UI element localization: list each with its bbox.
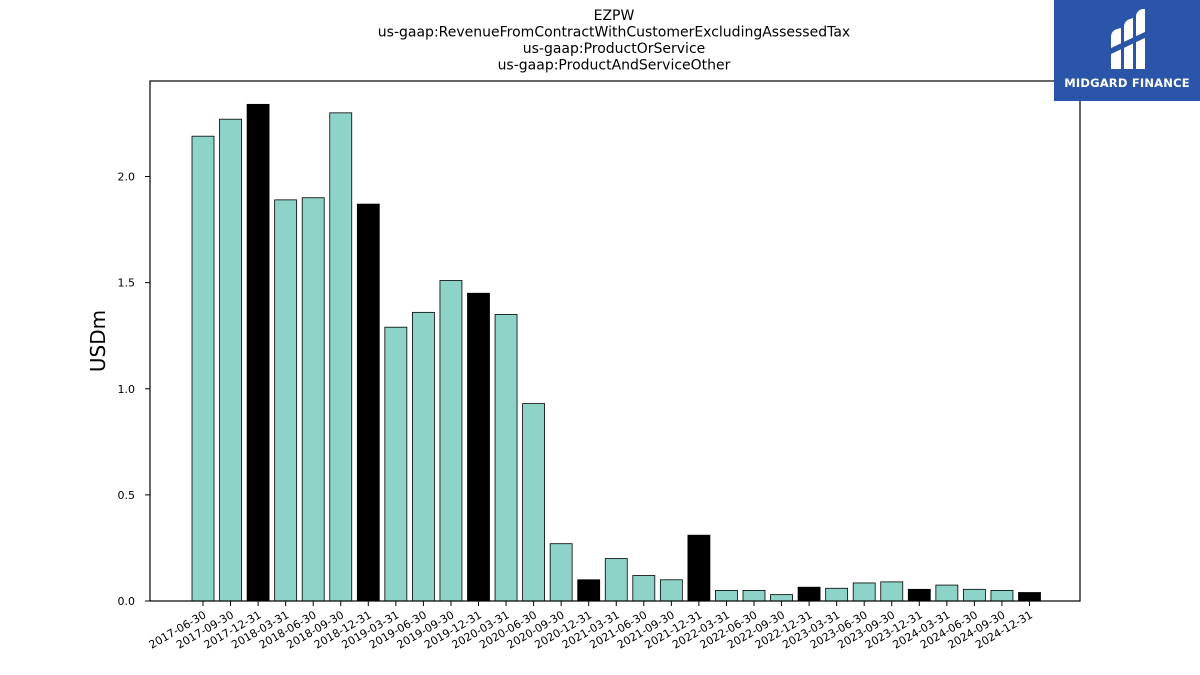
title-line: us-gaap:RevenueFromContractWithCustomerE… [378, 25, 850, 41]
bar [191, 135, 215, 602]
x-axis: 2017-06-302017-09-302017-12-312018-03-31… [147, 601, 1035, 652]
bar [274, 199, 298, 602]
bar [687, 534, 711, 602]
bar [219, 118, 242, 602]
y-tick-label: 0.5 [118, 489, 136, 502]
bar [522, 403, 545, 602]
logo-text: MIDGARD FINANCE [1064, 76, 1190, 90]
y-axis-label: USDm [86, 310, 110, 372]
bar [770, 594, 793, 602]
bar [411, 311, 435, 602]
bar [604, 558, 628, 602]
title-line: us-gaap:ProductAndServiceOther [498, 58, 731, 74]
bar [907, 588, 931, 602]
bar [825, 587, 849, 602]
bar [494, 314, 518, 602]
bar [935, 584, 959, 602]
bar [852, 582, 876, 602]
bar [329, 112, 353, 602]
bar [577, 579, 601, 602]
bar [467, 292, 490, 602]
plot-area-frame [149, 80, 1081, 602]
bar [880, 581, 904, 602]
bar [1018, 592, 1041, 602]
bar [549, 543, 573, 602]
y-axis: 0.0 0.5 1.0 1.5 2.0 [118, 171, 150, 608]
bar [715, 589, 738, 602]
midgard-finance-logo: MIDGARD FINANCE [1054, 0, 1200, 101]
bar [659, 579, 683, 602]
title-line: us-gaap:ProductOrService [523, 41, 706, 57]
bar [990, 589, 1014, 602]
bar [356, 203, 380, 602]
y-tick-label: 1.0 [118, 383, 136, 396]
y-tick-label: 1.5 [118, 277, 136, 290]
bars-group [191, 103, 1041, 602]
bar [632, 575, 656, 602]
bar [384, 326, 408, 602]
bar [301, 197, 325, 602]
bar [797, 586, 821, 602]
bar [963, 588, 986, 602]
bar [439, 280, 463, 602]
chart-title: EZPWus-gaap:RevenueFromContractWithCusto… [378, 8, 850, 74]
y-tick-label: 2.0 [118, 171, 136, 184]
title-line: EZPW [594, 8, 635, 24]
bar [246, 103, 270, 602]
midgard-logo-icon [1105, 9, 1149, 73]
bar [742, 589, 766, 602]
y-tick-label: 0.0 [118, 595, 136, 608]
